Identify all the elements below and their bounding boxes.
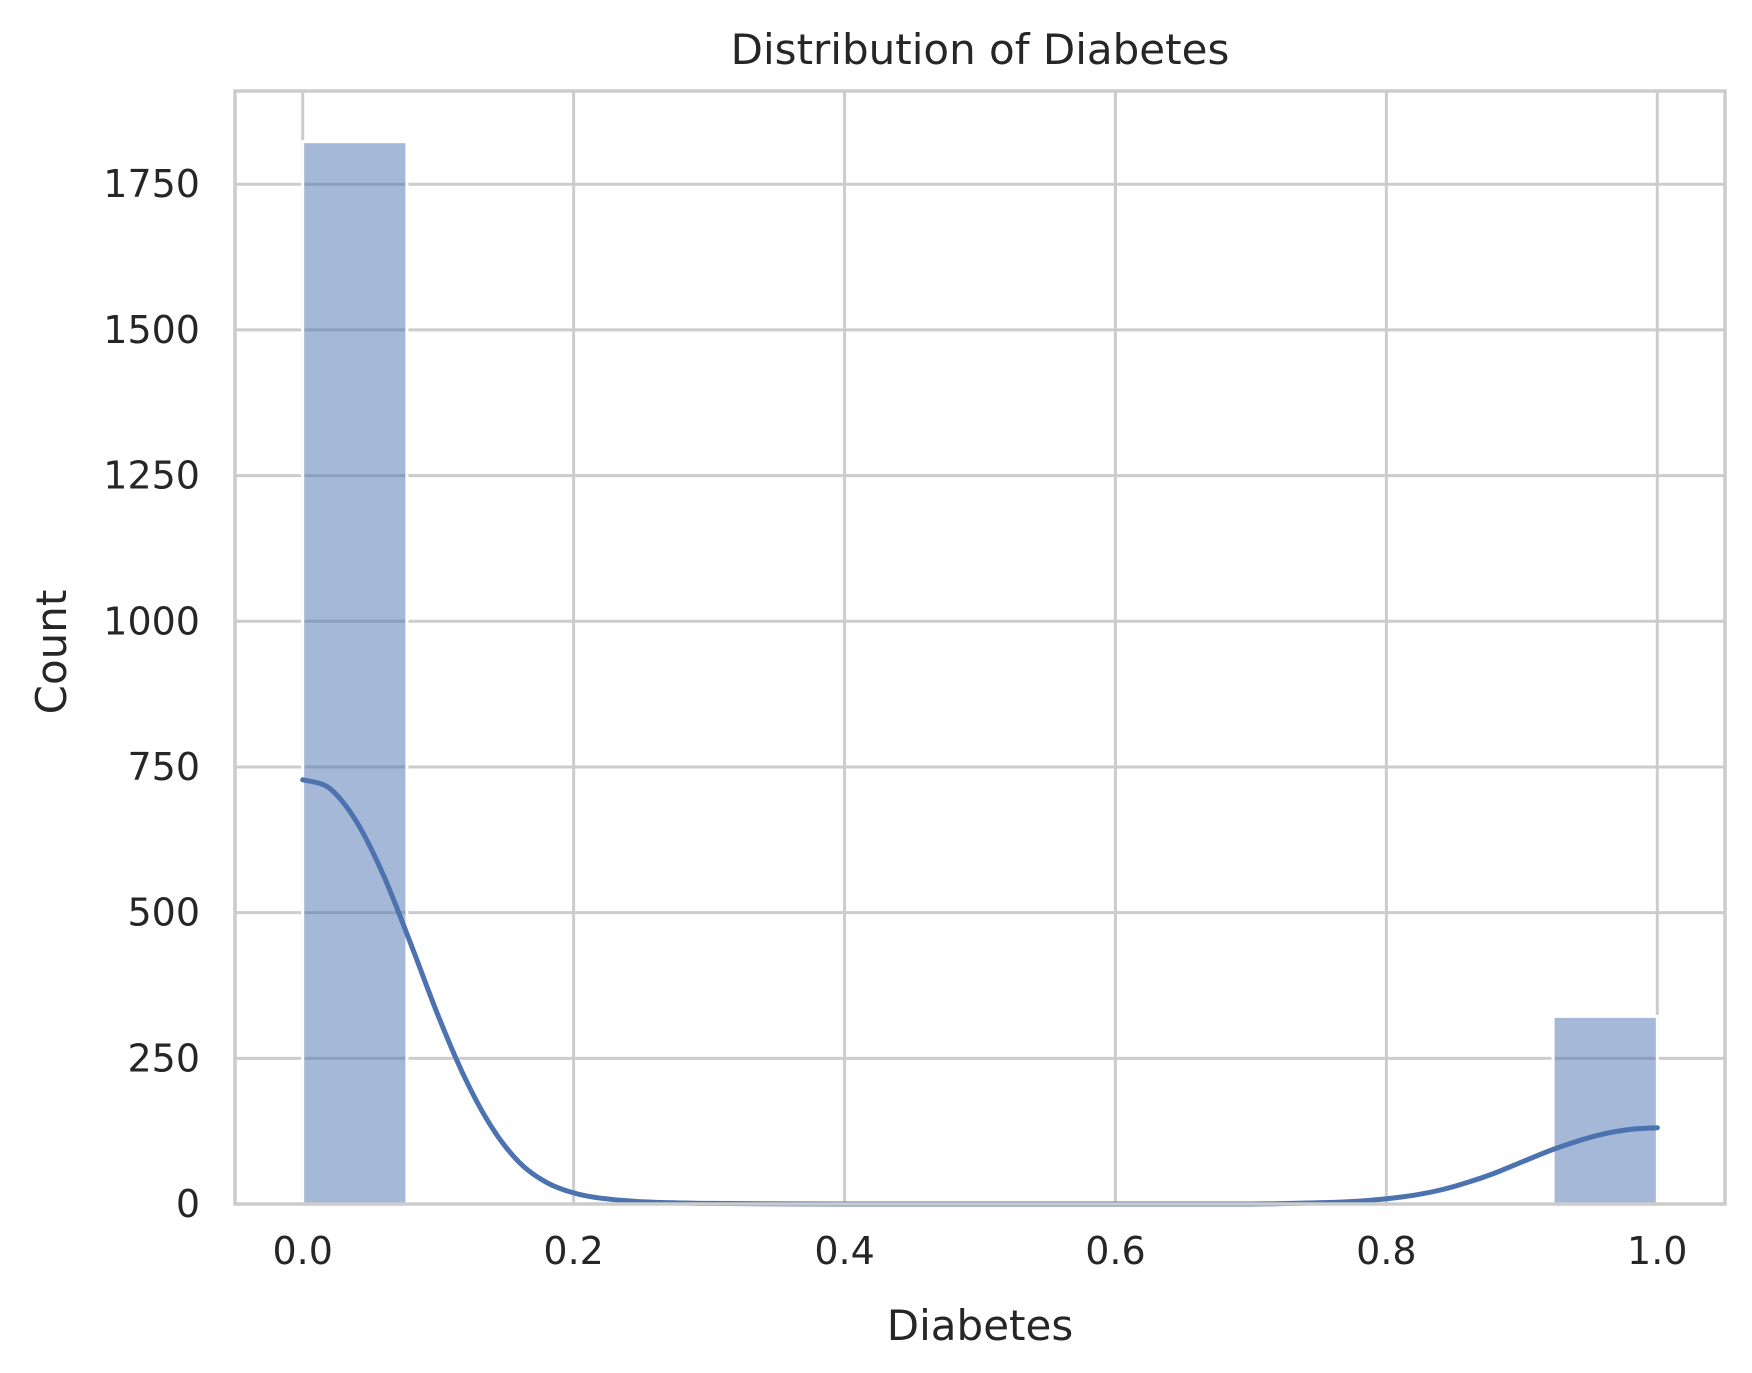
kde-line — [300, 777, 1660, 1207]
chart-title: Distribution of Diabetes — [731, 25, 1230, 74]
kde-curve-group — [300, 777, 1660, 1207]
y-tick-label: 1250 — [103, 454, 200, 498]
plot-frame — [233, 89, 1727, 1206]
y-tick-label: 750 — [127, 745, 200, 789]
y-tick-label: 1000 — [103, 599, 200, 643]
x-tick-label: 0.2 — [543, 1229, 603, 1273]
y-tick-labels: 0 250 500 750 1000 1250 1500 1750 — [103, 162, 200, 1226]
y-tick-label: 0 — [176, 1182, 200, 1226]
y-tick-label: 1750 — [103, 162, 200, 206]
histogram-bars — [301, 140, 1659, 1206]
y-tick-label: 500 — [127, 891, 200, 935]
histogram-bar — [1551, 1014, 1659, 1206]
x-tick-label: 0.8 — [1356, 1229, 1416, 1273]
y-tick-label: 1500 — [103, 308, 200, 352]
x-tick-label: 1.0 — [1627, 1229, 1687, 1273]
y-axis-title: Count — [27, 590, 76, 715]
x-tick-label: 0.0 — [273, 1229, 333, 1273]
x-tick-labels: 0.0 0.2 0.4 0.6 0.8 1.0 — [273, 1229, 1688, 1273]
x-tick-label: 0.4 — [814, 1229, 874, 1273]
grid-lines — [235, 91, 1725, 1206]
x-tick-label: 0.6 — [1085, 1229, 1145, 1273]
x-axis-title: Diabetes — [887, 1301, 1073, 1350]
y-tick-label: 250 — [127, 1036, 200, 1080]
histogram-bar — [301, 140, 409, 1206]
